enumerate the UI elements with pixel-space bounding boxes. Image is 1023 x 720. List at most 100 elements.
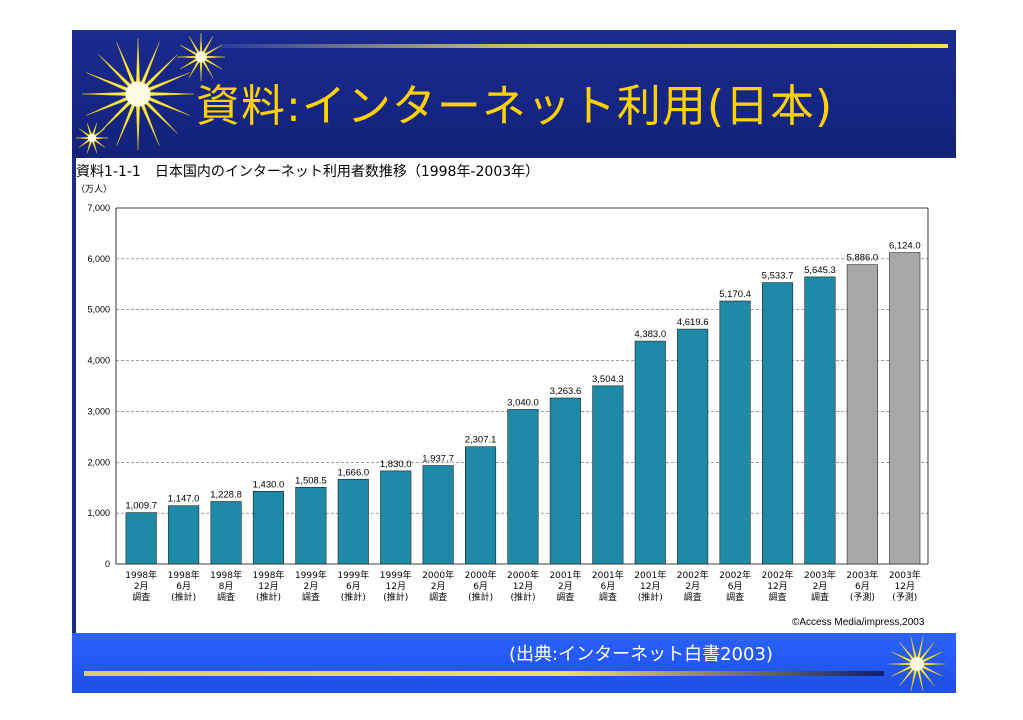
- left-border: [72, 158, 76, 633]
- x-tick-label: 2月: [813, 581, 828, 592]
- bar-value-label: 1,147.0: [168, 494, 200, 505]
- star-core: [195, 51, 207, 63]
- x-tick-label: 12月: [513, 581, 533, 592]
- x-tick-label: 6月: [473, 581, 488, 592]
- x-tick-label: 調査: [726, 591, 744, 603]
- x-tick-label: 調査: [769, 591, 787, 603]
- bar: [719, 300, 751, 565]
- x-tick-label: 6月: [728, 581, 743, 592]
- footer-accent-line: [84, 671, 884, 676]
- chart-heading: 資料1-1-1 日本国内のインターネット利用者数推移（1998年-2003年）: [76, 164, 540, 180]
- x-tick-label: 調査: [429, 591, 447, 603]
- x-tick-label: 調査: [217, 591, 235, 603]
- y-axis-ticks: 0 1,000 2,000 3,000 4,000 5,000 6,000 7,000: [87, 203, 110, 569]
- bar-value-label: 6,124.0: [889, 241, 921, 252]
- x-tick-label: 6月: [176, 581, 191, 592]
- x-tick-label: 2001年: [592, 569, 624, 581]
- bar: [337, 478, 369, 565]
- bar: [252, 490, 284, 565]
- x-tick-label: 8月: [219, 581, 234, 592]
- x-tick-label: 1999年: [337, 569, 369, 581]
- x-tick-label: 2001年: [549, 569, 581, 581]
- x-tick-label: 調査: [599, 591, 617, 603]
- bar-value-label: 1,508.5: [295, 475, 327, 486]
- y-tick-label: 0: [105, 559, 110, 569]
- title-banner: 資料:インターネット利用(日本): [72, 30, 956, 158]
- sparkle-star-small-icon: [176, 32, 226, 82]
- x-tick-label: 2002年: [677, 569, 709, 581]
- y-tick-label: 6,000: [87, 254, 110, 264]
- sparkle-star-icon: [81, 37, 195, 151]
- star-core: [125, 81, 151, 107]
- x-tick-label: 12月: [386, 581, 406, 592]
- sparkle-star-footer-icon: [888, 636, 946, 692]
- x-tick-label: (推計): [341, 591, 366, 603]
- y-tick-label: 3,000: [87, 406, 110, 416]
- star-core: [910, 657, 924, 671]
- x-tick-label: 1999年: [295, 569, 327, 581]
- x-tick-label: 2000年: [422, 569, 454, 581]
- bar: [677, 328, 709, 565]
- value-labels: 1,009.7 1,147.0 1,228.8 1,430.0 1,508.5 1,666…: [125, 241, 920, 512]
- y-tick-label: 7,000: [87, 203, 110, 213]
- x-tick-label: 6月: [600, 581, 615, 592]
- bar-value-label: 2,307.1: [465, 435, 497, 446]
- bar: [295, 486, 327, 565]
- x-tick-label: 2月: [431, 581, 446, 592]
- footer-banner: (出典:インターネット白書2003): [72, 633, 956, 693]
- bar-value-label: 3,263.6: [550, 386, 582, 397]
- x-tick-label: 12月: [767, 581, 787, 592]
- bar-value-label: 1,228.8: [210, 490, 242, 501]
- y-tick-label: 2,000: [87, 457, 110, 467]
- star-core: [87, 133, 97, 143]
- x-tick-label: 1999年: [380, 569, 412, 581]
- bar: [464, 446, 497, 565]
- header-accent-line: [220, 44, 948, 48]
- bar: [592, 385, 624, 565]
- bar-value-label: 1,009.7: [125, 501, 157, 512]
- bar-value-label: 4,619.6: [677, 317, 709, 328]
- x-tick-label: 2002年: [719, 569, 751, 581]
- x-tick-label: (推計): [638, 591, 663, 603]
- x-tick-label: 6月: [346, 581, 361, 592]
- x-tick-label: (予測): [892, 591, 917, 603]
- bar-value-label: 1,937.7: [422, 453, 454, 464]
- x-tick-label: 2000年: [507, 569, 539, 581]
- page-title: 資料:インターネット利用(日本): [196, 81, 834, 132]
- x-tick-label: 調査: [811, 591, 829, 603]
- y-axis-label: （万人）: [76, 184, 112, 194]
- bar: [210, 501, 242, 565]
- x-tick-label: 12月: [640, 581, 660, 592]
- x-tick-label: 12月: [895, 581, 915, 592]
- bar: [889, 252, 921, 565]
- slide: 資料:インターネット利用(日本) 資料1-1-1 日本国内のインターネット利用者…: [72, 30, 956, 693]
- bar: [380, 470, 412, 565]
- bar-value-label: 1,830.0: [380, 459, 412, 470]
- bar-value-label: 5,886.0: [847, 253, 879, 264]
- bar-value-label: 1,666.0: [337, 467, 369, 478]
- sparkle-star-tiny-icon: [75, 122, 109, 154]
- x-tick-label: 1998年: [210, 569, 242, 581]
- bar: [507, 409, 539, 565]
- y-tick-label: 5,000: [87, 305, 110, 315]
- x-tick-label: 12月: [258, 581, 278, 592]
- bar: [549, 397, 581, 565]
- bar-chart: （万人） 0 1,000 2,000 3,000 4,000 5,000 6,000 7,00…: [76, 184, 929, 603]
- x-tick-label: (予測): [850, 591, 875, 603]
- x-tick-label: 調査: [556, 591, 574, 603]
- bar: [634, 340, 666, 565]
- x-tick-label: 2001年: [634, 569, 666, 581]
- y-tick-label: 4,000: [87, 356, 110, 366]
- x-tick-label: 調査: [302, 591, 320, 603]
- x-tick-label: 調査: [132, 591, 150, 603]
- x-tick-label: 2月: [304, 581, 319, 592]
- bar-value-label: 5,533.7: [762, 271, 794, 282]
- bar-value-label: 3,040.0: [507, 397, 539, 408]
- x-tick-label: 1998年: [125, 569, 157, 581]
- x-tick-label: 2000年: [465, 569, 497, 581]
- copyright-note: ©Access Media/impress,2003: [792, 617, 925, 628]
- bars: [125, 252, 921, 565]
- x-tick-label: 2002年: [762, 569, 794, 581]
- x-tick-label: 2月: [134, 581, 149, 592]
- x-tick-label: (推計): [510, 591, 535, 603]
